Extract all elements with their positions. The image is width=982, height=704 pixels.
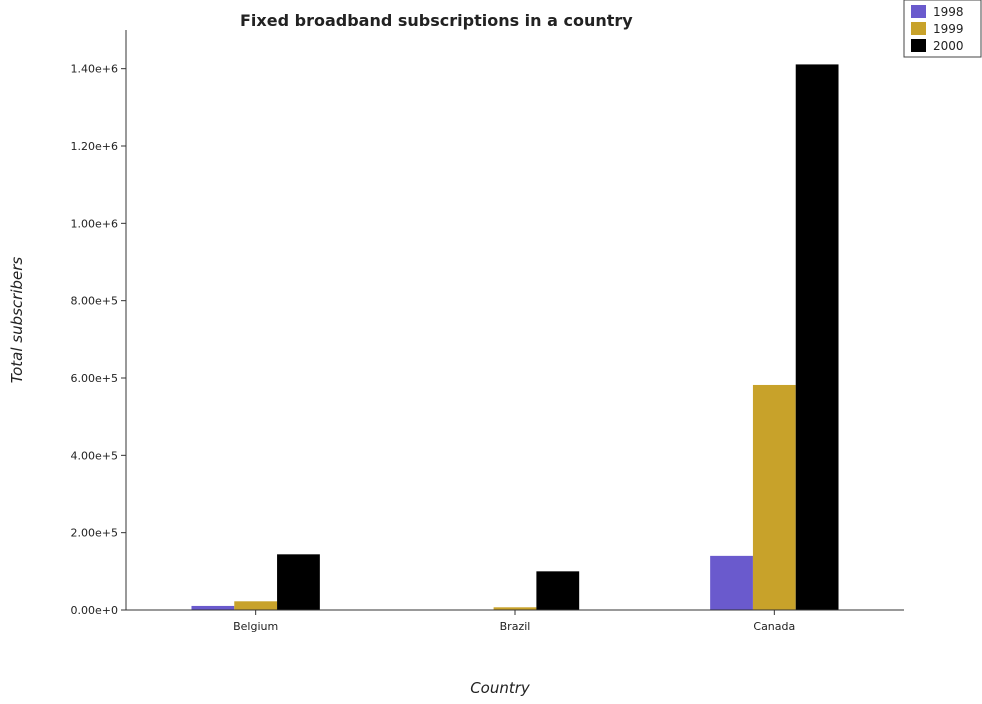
legend-label-1998: 1998: [933, 5, 964, 19]
x-axis-ticks: Belgium Brazil Canada: [233, 610, 795, 633]
bars-group: [191, 64, 838, 610]
y-tick-label: 4.00e+5: [71, 449, 118, 462]
legend: 1998 1999 2000: [904, 0, 981, 57]
y-tick-label: 1.40e+6: [71, 63, 118, 76]
chart-title: Fixed broadband subscriptions in a count…: [240, 11, 633, 30]
y-axis-ticks: 0.00e+0 2.00e+5 4.00e+5 6.00e+5 8.00e+5 1.00e…: [71, 63, 126, 617]
y-tick-label: 1.20e+6: [71, 140, 118, 153]
bar-canada-2000: [796, 64, 839, 610]
x-tick-label: Brazil: [500, 620, 531, 633]
bar-canada-1999: [753, 385, 796, 610]
bar-brazil-2000: [536, 571, 579, 610]
x-tick-label: Canada: [753, 620, 795, 633]
bar-belgium-1999: [234, 601, 277, 610]
y-tick-label: 0.00e+0: [71, 604, 118, 617]
legend-swatch-2000: [911, 39, 926, 52]
y-tick-label: 2.00e+5: [71, 527, 118, 540]
legend-swatch-1998: [911, 5, 926, 18]
x-tick-label: Belgium: [233, 620, 278, 633]
x-axis-label: Country: [470, 679, 531, 697]
legend-label-1999: 1999: [933, 22, 964, 36]
bar-belgium-2000: [277, 554, 320, 610]
y-tick-label: 8.00e+5: [71, 295, 118, 308]
y-axis-label: Total subscribers: [8, 257, 26, 384]
y-tick-label: 1.00e+6: [71, 217, 118, 230]
y-tick-label: 6.00e+5: [71, 372, 118, 385]
bar-belgium-1998: [191, 606, 234, 610]
legend-label-2000: 2000: [933, 39, 964, 53]
bar-canada-1998: [710, 556, 753, 610]
legend-swatch-1999: [911, 22, 926, 35]
